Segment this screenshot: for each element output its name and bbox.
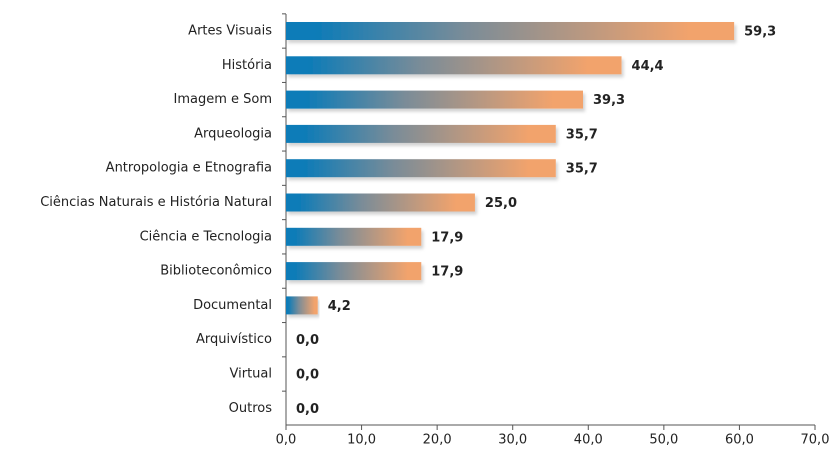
value-label: 4,2 <box>328 299 351 314</box>
x-tick-label: 50,0 <box>649 433 678 448</box>
bar <box>286 90 583 109</box>
y-tick-label: Biblioteconômico <box>160 264 272 279</box>
x-tick-label: 70,0 <box>801 433 830 448</box>
y-tick-label: Artes Visuais <box>188 24 272 39</box>
value-label: 0,0 <box>296 333 319 348</box>
y-tick-label: Ciência e Tecnologia <box>140 229 272 244</box>
x-tick-label: 40,0 <box>574 433 603 448</box>
bar <box>286 193 475 212</box>
value-label: 39,3 <box>593 93 625 108</box>
x-tick-label: 10,0 <box>347 433 376 448</box>
bar <box>286 227 422 246</box>
y-tick-label: Imagem e Som <box>173 92 272 107</box>
y-tick-label: Ciências Naturais e História Natural <box>40 195 272 210</box>
y-tick-label: Virtual <box>230 367 272 382</box>
value-label: 35,7 <box>566 162 598 177</box>
y-tick-label: Arqueologia <box>194 126 272 141</box>
y-tick-label: História <box>222 58 272 73</box>
value-label: 25,0 <box>485 196 517 211</box>
x-tick-label: 0,0 <box>276 433 297 448</box>
value-label: 0,0 <box>296 402 319 417</box>
value-label: 17,9 <box>431 230 463 245</box>
value-label: 59,3 <box>744 25 776 40</box>
bar <box>286 296 318 315</box>
bar <box>286 124 556 143</box>
y-tick-label: Arquivístico <box>196 332 272 347</box>
x-tick-label: 60,0 <box>725 433 754 448</box>
bar <box>286 262 422 281</box>
x-tick-label: 30,0 <box>498 433 527 448</box>
value-label: 17,9 <box>431 265 463 280</box>
y-tick-label: Antropologia e Etnografia <box>106 161 272 176</box>
x-tick-label: 20,0 <box>423 433 452 448</box>
value-label: 44,4 <box>632 59 664 74</box>
bar <box>286 22 735 40</box>
y-tick-label: Outros <box>229 401 273 416</box>
value-label: 35,7 <box>566 127 598 142</box>
y-tick-label: Documental <box>193 298 272 313</box>
value-label: 0,0 <box>296 368 319 383</box>
bar <box>286 56 622 75</box>
bar <box>286 159 556 178</box>
